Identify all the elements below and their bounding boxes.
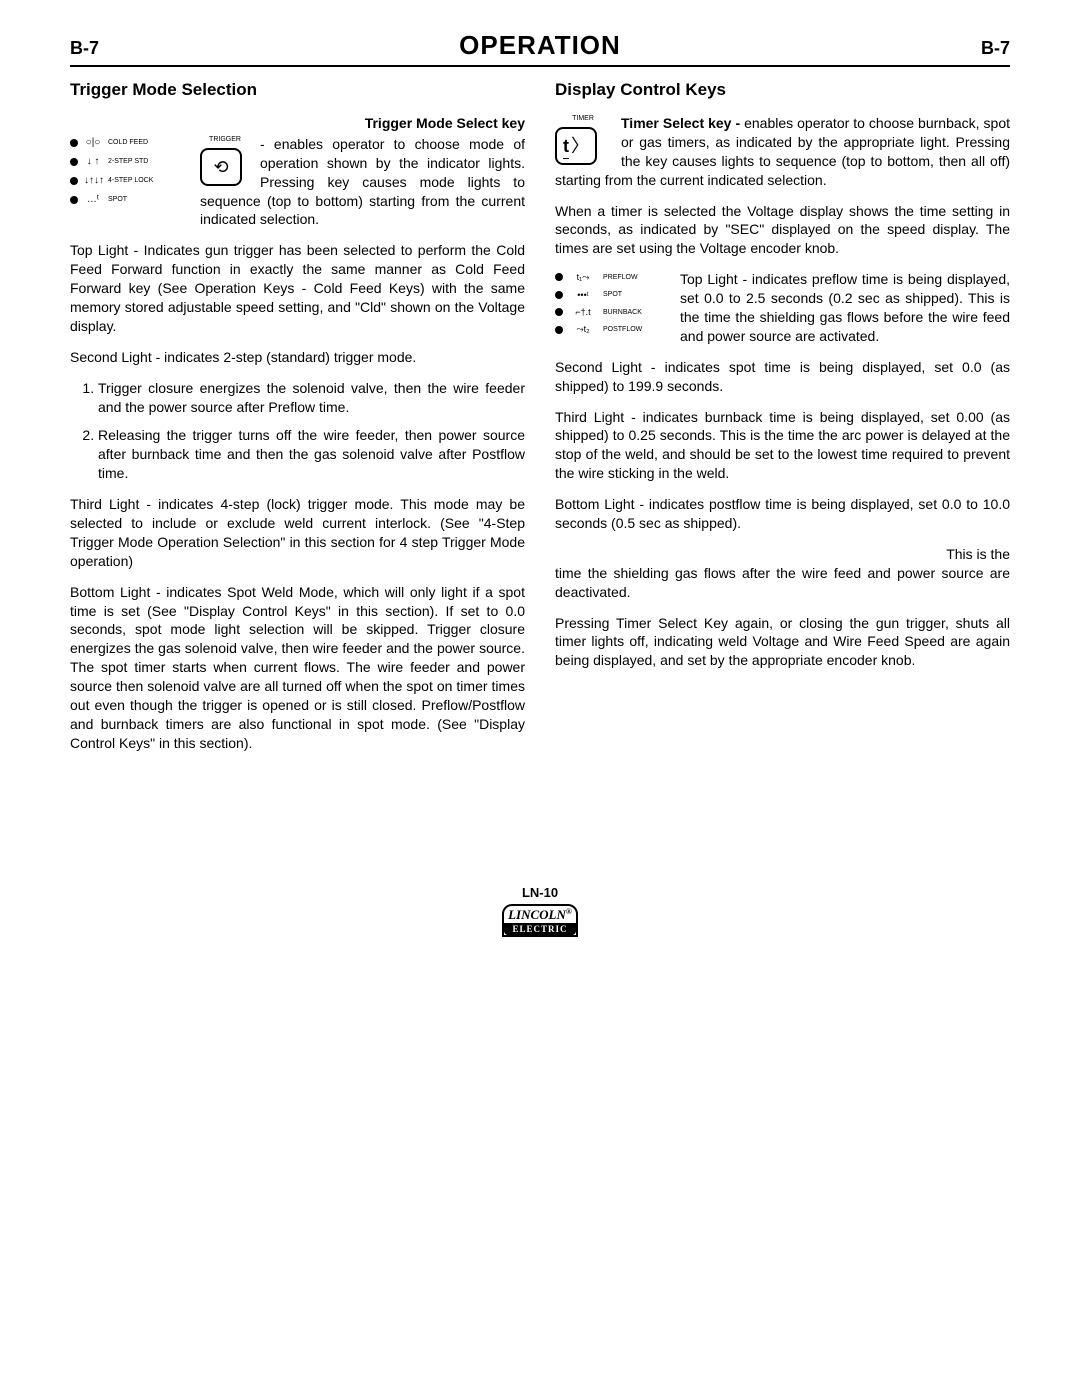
timer-p7-right: This is the [555, 545, 1010, 564]
timer-legend: t₁⤳ PREFLOW •••ᵗ SPOT ⌐†.t BURNBACK [555, 270, 670, 340]
timer-p8: Pressing Timer Select Key again, or clos… [555, 614, 1010, 671]
legend-label: SPOT [603, 289, 622, 300]
chevron-right-icon: 〉 [571, 134, 589, 158]
burnback-icon: ⌐†.t [569, 305, 597, 319]
legend-label: 4-STEP LOCK [108, 175, 153, 186]
timer-third-light: Third Light - indicates burnback time is… [555, 408, 1010, 484]
legend-label: 2-STEP STD [108, 156, 148, 167]
postflow-icon: ⤳t₂ [569, 322, 597, 336]
timer-key-label: TIMER [555, 114, 611, 123]
indicator-dot-icon [70, 139, 78, 147]
list-item: Releasing the trigger turns off the wire… [98, 426, 525, 483]
page-footer: LN-10 LINCOLN® ELECTRIC [70, 885, 1010, 937]
four-step-icon: ↓↑↓↑ [84, 173, 102, 189]
legend-row-cold-feed: ○|○ COLD FEED [70, 135, 190, 151]
page-header: B-7 OPERATION B-7 [70, 30, 1010, 67]
right-section-title: Display Control Keys [555, 79, 1010, 102]
legend-label: SPOT [108, 194, 127, 205]
indicator-dot-icon [555, 273, 563, 281]
bottom-light-p: Bottom Light - indicates Spot Weld Mode,… [70, 583, 525, 753]
timer-t-icon: t [563, 134, 569, 159]
legend-row-2step: ↓ ↑ 2-STEP STD [70, 154, 190, 170]
logo-bottom-text: ELECTRIC [504, 923, 576, 935]
legend-label: BURNBACK [603, 307, 642, 318]
legend-row-4step: ↓↑↓↑ 4-STEP LOCK [70, 173, 190, 189]
legend-label: POSTFLOW [603, 324, 642, 335]
content-columns: Trigger Mode Selection Trigger Mode Sele… [70, 79, 1010, 765]
timer-key-block: TIMER t 〉 [555, 114, 611, 165]
trigger-subhead: Trigger Mode Select key [70, 114, 525, 133]
lincoln-logo: LINCOLN® ELECTRIC [502, 904, 578, 937]
trigger-mode-legend: ○|○ COLD FEED ↓ ↑ 2-STEP STD ↓↑↓↑ 4-STEP… [70, 135, 190, 211]
left-column: Trigger Mode Selection Trigger Mode Sele… [70, 79, 525, 765]
legend-row-postflow: ⤳t₂ POSTFLOW [555, 322, 670, 336]
footer-model: LN-10 [70, 885, 1010, 900]
trigger-key-label: TRIGGER [200, 135, 250, 144]
right-column: Display Control Keys TIMER t 〉 Timer Sel… [555, 79, 1010, 765]
two-step-icon: ↓ ↑ [84, 154, 102, 170]
timer-key-icon: t 〉 [555, 127, 597, 165]
left-section-title: Trigger Mode Selection [70, 79, 525, 102]
two-step-list: Trigger closure energizes the solenoid v… [98, 379, 525, 483]
third-light-p: Third Light - indicates 4-step (lock) tr… [70, 495, 525, 571]
indicator-dot-icon [555, 308, 563, 316]
legend-label: COLD FEED [108, 137, 148, 148]
legend-label: PREFLOW [603, 272, 638, 283]
trigger-key-block: TRIGGER ⟲ [200, 135, 250, 186]
header-left: B-7 [70, 38, 99, 59]
list-item: Trigger closure energizes the solenoid v… [98, 379, 525, 417]
spot-icon: …ᵗ [84, 192, 102, 208]
indicator-dot-icon [70, 158, 78, 166]
logo-top-text: LINCOLN [508, 907, 566, 922]
timer-desc-p1: Timer Select key - enables operator to c… [555, 114, 1010, 190]
legend-row-spot: …ᵗ SPOT [70, 192, 190, 208]
top-light-p: Top Light - Indicates gun trigger has be… [70, 241, 525, 335]
timer-bottom-light: Bottom Light - indicates postflow time i… [555, 495, 1010, 533]
cold-feed-icon: ○|○ [84, 135, 102, 151]
header-title: OPERATION [459, 30, 621, 61]
timer-select-bold: Timer Select key - [621, 115, 740, 131]
indicator-dot-icon [555, 291, 563, 299]
legend-row-preflow: t₁⤳ PREFLOW [555, 270, 670, 284]
preflow-icon: t₁⤳ [569, 270, 597, 284]
legend-row-spot-timer: •••ᵗ SPOT [555, 288, 670, 302]
trigger-key-icon: ⟲ [200, 148, 242, 186]
timer-second-light: Second Light - indicates spot time is be… [555, 358, 1010, 396]
timer-p7: time the shielding gas flows after the w… [555, 564, 1010, 602]
registered-icon: ® [566, 907, 572, 916]
header-right: B-7 [981, 38, 1010, 59]
indicator-dot-icon [70, 196, 78, 204]
spot-timer-icon: •••ᵗ [569, 288, 597, 302]
legend-row-burnback: ⌐†.t BURNBACK [555, 305, 670, 319]
timer-p2: When a timer is selected the Voltage dis… [555, 202, 1010, 259]
second-light-p: Second Light - indicates 2-step (standar… [70, 348, 525, 367]
indicator-dot-icon [555, 326, 563, 334]
indicator-dot-icon [70, 177, 78, 185]
